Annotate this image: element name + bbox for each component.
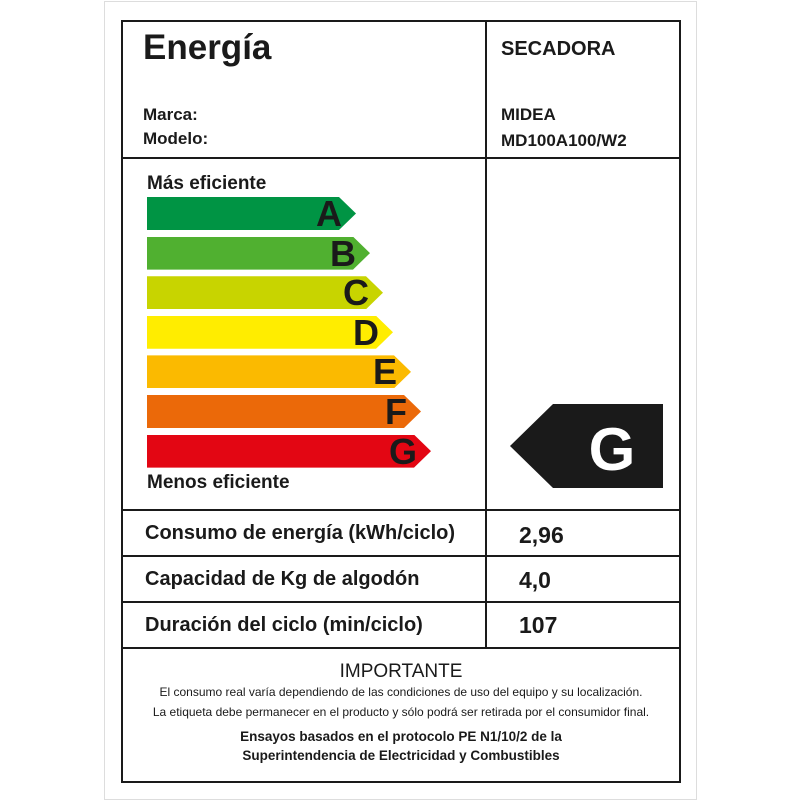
appliance-type: SECADORA xyxy=(501,38,616,60)
model-value: MD100A100/W2 xyxy=(501,131,627,150)
efficiency-class-letter: B xyxy=(330,232,356,274)
efficiency-class-letter: G xyxy=(388,430,417,472)
cycle-duration-label: Duración del ciclo (min/ciclo) xyxy=(145,614,423,636)
efficiency-class-letter: D xyxy=(353,311,379,353)
divider xyxy=(123,157,679,159)
divider xyxy=(123,601,679,603)
protocol-line-2: Superintendencia de Electricidad y Combu… xyxy=(242,748,560,763)
rating-arrow: G xyxy=(510,404,663,488)
energy-consumption-label: Consumo de energía (kWh/ciclo) xyxy=(145,522,456,544)
divider xyxy=(123,647,679,649)
efficiency-bar-c: C xyxy=(147,276,383,309)
protocol-line-1: Ensayos basados en el protocolo PE N1/10… xyxy=(240,729,562,744)
brand-value: MIDEA xyxy=(501,105,556,124)
notice-line-1: El consumo real varía dependiendo de las… xyxy=(159,685,643,699)
rating-letter: G xyxy=(589,416,636,483)
important-heading: IMPORTANTE xyxy=(339,661,463,682)
divider xyxy=(123,555,679,557)
notice-line-2: La etiqueta debe permanecer en el produc… xyxy=(152,705,650,719)
efficiency-bar-g: G xyxy=(147,435,431,468)
brand-label: Marca: xyxy=(143,105,198,124)
capacity-label: Capacidad de Kg de algodón xyxy=(145,568,420,590)
efficiency-bar-f: F xyxy=(147,395,421,428)
most-efficient-label: Más eficiente xyxy=(147,173,267,194)
efficiency-class-letter: C xyxy=(343,272,369,314)
divider xyxy=(123,509,679,511)
efficiency-bar-e: E xyxy=(147,355,411,388)
efficiency-bar-d: D xyxy=(147,316,393,349)
model-label: Modelo: xyxy=(143,129,209,148)
least-efficient-label: Menos eficiente xyxy=(147,472,290,493)
capacity-value: 4,0 xyxy=(519,567,551,593)
efficiency-bar-b: B xyxy=(147,237,370,270)
cycle-duration-value: 107 xyxy=(519,612,558,638)
energy-label: Energía Marca: Modelo: SECADORA MIDEA MD… xyxy=(121,20,681,783)
label-title: Energía xyxy=(143,28,272,67)
efficiency-class-letter: A xyxy=(316,193,342,234)
efficiency-class-letter: E xyxy=(372,351,397,393)
energy-consumption-value: 2,96 xyxy=(519,522,564,548)
efficiency-class-letter: F xyxy=(385,391,407,432)
column-divider xyxy=(485,22,487,649)
efficiency-bar-a: A xyxy=(147,197,356,230)
